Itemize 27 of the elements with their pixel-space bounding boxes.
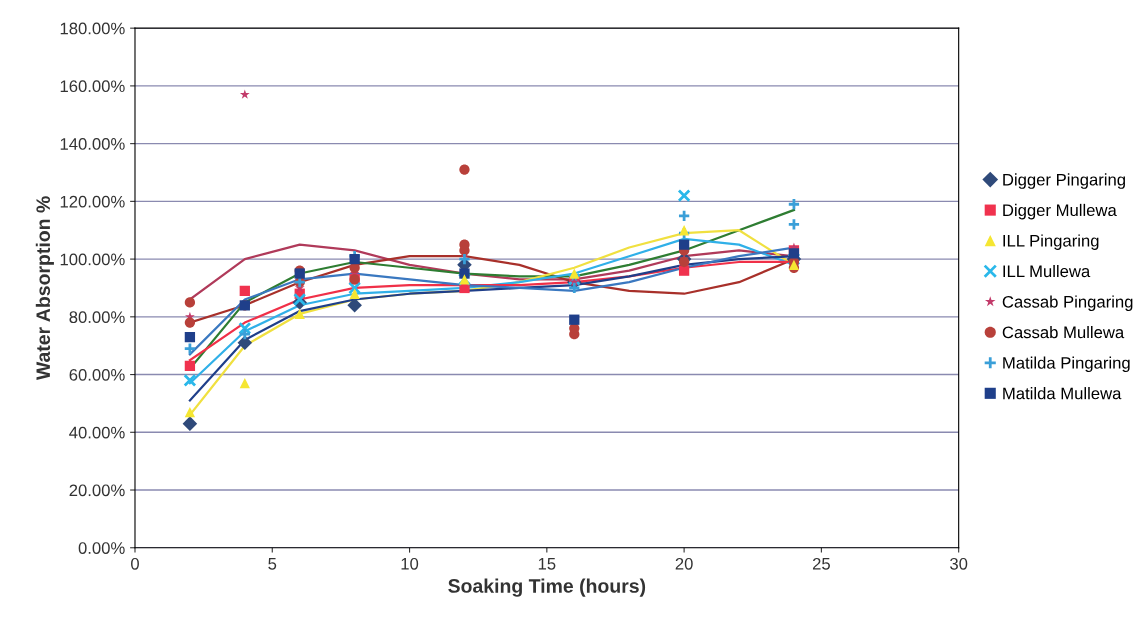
legend-label: Digger Pingaring [1003,173,1125,189]
x-tick-label: 20 [675,557,693,570]
y-tick-label: 60.00% [69,368,125,381]
x-tick-label: 5 [268,558,277,570]
legend-label: ILL Pingaring [1003,234,1099,250]
y-tick-label: 180.00% [60,22,125,35]
y-tick-label: 160.00% [60,80,125,93]
y-tick-label: 120.00% [60,195,125,208]
legend-label: Matilda Mullewa [1003,387,1122,400]
x-tick-label: 0 [131,557,139,570]
legend-label: Cassab Pingaring [1002,295,1133,311]
x-tick-label: 25 [812,557,830,570]
x-axis-title: Soaking Time (hours) [448,578,646,597]
legend-label: Matilda Pingaring [1003,356,1130,373]
x-tick-label: 30 [950,557,968,570]
y-axis-title: Water Absorption % [35,196,54,381]
legend-label: Cassab Mullewa [1002,326,1125,339]
y-tick-label: 40.00% [69,426,125,439]
y-tick-label: 140.00% [60,138,125,150]
x-tick-label: 10 [401,557,419,570]
y-tick-label: 100.00% [60,253,125,266]
legend-label: ILL Mullewa [1003,264,1091,278]
y-tick-label: 0.00% [78,542,125,554]
x-tick-label: 15 [538,558,556,570]
y-tick-label: 80.00% [69,311,125,324]
y-tick-label: 20.00% [69,484,125,497]
legend-label: Digger Mullewa [1003,203,1117,220]
